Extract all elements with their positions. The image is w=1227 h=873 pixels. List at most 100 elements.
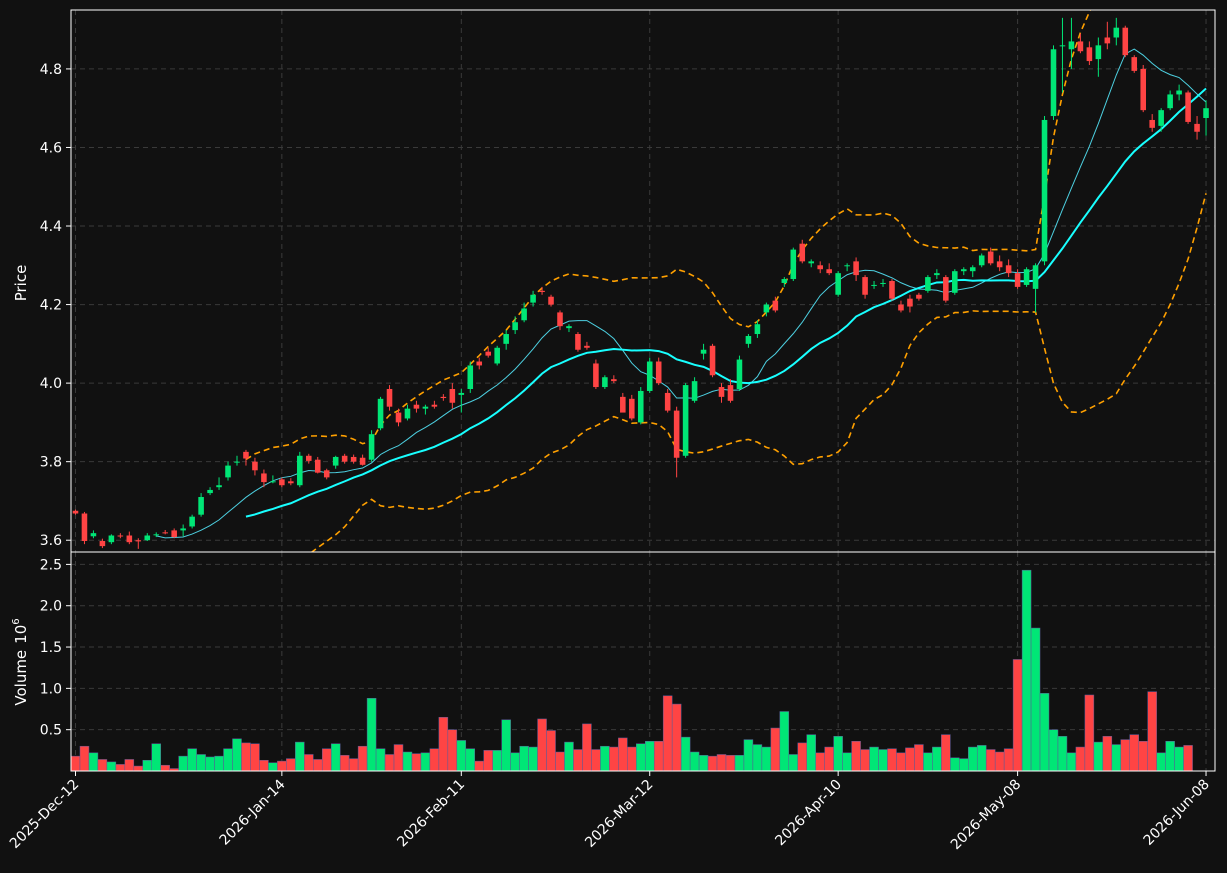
- volume-bar: [770, 727, 781, 771]
- candle-body: [880, 282, 886, 284]
- volume-bar: [1057, 736, 1068, 771]
- candle-body: [171, 530, 177, 538]
- volume-bar: [905, 747, 915, 771]
- volume-bar: [609, 746, 619, 771]
- candle-body: [126, 535, 133, 543]
- volume-bars: [71, 569, 1193, 771]
- volume-bar: [321, 748, 332, 771]
- volume-bar: [959, 758, 969, 771]
- volume-bar: [357, 745, 368, 771]
- volume-axis-label: Volume 106: [11, 618, 30, 705]
- volume-tick-label: 0.5: [40, 723, 62, 739]
- candle-body: [781, 279, 788, 283]
- volume-bar: [1120, 739, 1131, 771]
- candle-body: [826, 269, 832, 274]
- volume-bar: [1021, 569, 1032, 771]
- candle-body: [476, 361, 483, 366]
- candle-body: [144, 535, 151, 541]
- volume-bar: [1066, 752, 1077, 771]
- candle-body: [817, 265, 823, 270]
- candle-body: [350, 456, 357, 462]
- volume-bar: [474, 760, 484, 771]
- volume-bar: [950, 757, 960, 771]
- candle-body: [72, 510, 79, 514]
- candle-body: [368, 434, 375, 460]
- volume-bar: [71, 755, 81, 771]
- bollinger-upper-line: [245, 10, 1092, 461]
- volume-bar: [115, 764, 126, 771]
- candle-body: [960, 269, 967, 272]
- candle-body: [682, 385, 689, 456]
- candle-body: [1104, 37, 1111, 44]
- candle-body: [754, 324, 761, 335]
- volume-bar: [1129, 734, 1139, 771]
- price-tick-label: 4.2: [40, 298, 62, 314]
- volume-bar: [869, 746, 879, 771]
- candle-body: [189, 516, 195, 527]
- candle-body: [1014, 273, 1021, 287]
- candle-body: [790, 249, 797, 280]
- candle-body: [620, 396, 626, 413]
- candle-body: [871, 284, 877, 286]
- volume-bar: [968, 746, 978, 771]
- volume-bar: [1165, 740, 1175, 771]
- candle-body: [655, 361, 662, 384]
- candle-body: [853, 261, 859, 276]
- volume-bar: [88, 752, 99, 771]
- volume-bar: [1030, 627, 1041, 771]
- volume-panel: 0.5 1.0 1.5 2.0 2.5: [40, 551, 1216, 772]
- candle-body: [404, 408, 411, 419]
- candle-body: [198, 497, 204, 515]
- candle-body: [323, 470, 330, 478]
- volume-bar: [824, 746, 834, 771]
- volume-bar: [734, 755, 745, 771]
- volume-bar: [97, 759, 108, 771]
- volume-bar: [519, 745, 529, 771]
- candle-body: [1185, 92, 1191, 122]
- candle-body: [377, 398, 384, 429]
- candle-body: [862, 277, 868, 295]
- candle-body: [234, 461, 240, 463]
- volume-bar: [725, 755, 736, 771]
- candle-body: [1140, 68, 1147, 111]
- candle-body: [1167, 94, 1173, 109]
- volume-bar: [259, 760, 269, 771]
- volume-bar: [79, 745, 90, 771]
- volume-tick-label: 2.5: [40, 557, 62, 573]
- candle-body: [297, 455, 303, 486]
- volume-tick-label: 2.0: [40, 599, 62, 615]
- volume-bar: [384, 754, 395, 771]
- volume-bar: [330, 743, 341, 771]
- candle-body: [467, 365, 474, 390]
- volume-bar: [860, 749, 870, 771]
- volume-bar: [833, 736, 843, 771]
- volume-axis-label-power: 6: [11, 618, 22, 624]
- volume-bar: [618, 737, 628, 771]
- volume-bar: [492, 750, 502, 771]
- volume-bar: [268, 762, 278, 771]
- volume-bar: [842, 752, 852, 771]
- volume-bar: [501, 719, 511, 771]
- volume-bar: [510, 752, 520, 771]
- volume-bar: [985, 749, 996, 771]
- volume-bar: [680, 736, 691, 771]
- volume-bar: [142, 760, 153, 771]
- price-overlays: [156, 10, 1207, 552]
- candle-body: [279, 479, 285, 486]
- volume-bar: [546, 730, 556, 771]
- candle-body: [943, 277, 949, 301]
- volume-bar: [402, 751, 413, 771]
- candle-body: [252, 461, 258, 471]
- volume-bar: [878, 749, 888, 771]
- volume-bar: [528, 746, 538, 771]
- volume-bar: [573, 749, 583, 771]
- volume-bar: [752, 744, 763, 771]
- volume-bar: [196, 754, 206, 771]
- candle-body: [1131, 57, 1138, 71]
- volume-bar: [187, 748, 197, 771]
- candle-body: [422, 406, 429, 409]
- candle-body: [1041, 119, 1048, 262]
- candle-body: [521, 308, 527, 321]
- candle-body: [996, 261, 1003, 268]
- candle-body: [153, 534, 160, 536]
